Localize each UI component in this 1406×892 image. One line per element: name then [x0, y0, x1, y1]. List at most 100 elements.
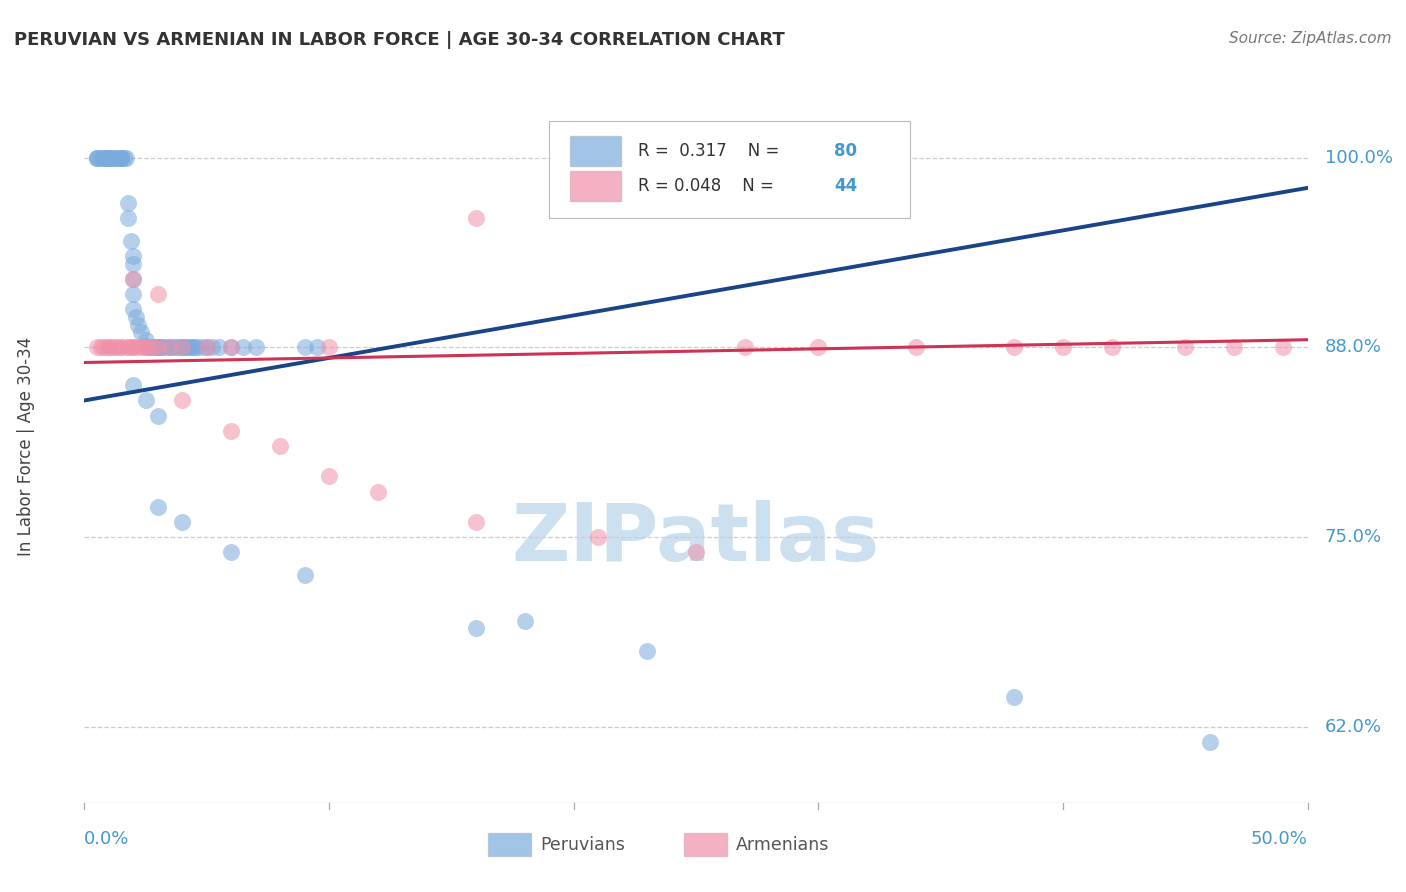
Point [181, 340, 204, 354]
Point [115, 151, 138, 165]
Point [103, 151, 125, 165]
Point [172, 340, 194, 354]
Point [294, 568, 316, 582]
Point [129, 340, 152, 354]
Point [183, 340, 205, 354]
Point [159, 340, 181, 354]
Point [636, 644, 658, 658]
Point [807, 340, 830, 354]
Point [146, 500, 169, 514]
Point [127, 340, 149, 354]
Point [153, 340, 176, 354]
Point [122, 378, 145, 392]
Point [122, 287, 145, 301]
Text: R =  0.317    N =: R = 0.317 N = [638, 142, 785, 160]
Bar [488, 833, 531, 856]
Point [93, 151, 115, 165]
Point [139, 340, 162, 354]
Point [97, 151, 120, 165]
Point [1272, 340, 1295, 354]
Point [97, 151, 120, 165]
Point [219, 424, 242, 438]
Point [219, 545, 242, 559]
Point [97, 151, 120, 165]
Point [734, 340, 756, 354]
Point [172, 515, 194, 529]
Bar [569, 136, 621, 166]
Text: R = 0.048    N =: R = 0.048 N = [638, 178, 779, 195]
Text: 44: 44 [834, 178, 858, 195]
Point [127, 318, 149, 332]
Point [318, 469, 340, 483]
Point [105, 340, 128, 354]
Point [122, 340, 145, 354]
Point [135, 340, 157, 354]
Point [172, 340, 194, 354]
Point [1002, 340, 1025, 354]
Point [191, 340, 214, 354]
Text: Armenians: Armenians [737, 836, 830, 854]
Point [96, 151, 118, 165]
Point [159, 340, 181, 354]
Point [97, 340, 120, 354]
Point [195, 340, 218, 354]
Point [269, 439, 291, 453]
Point [464, 621, 486, 635]
Text: Peruvians: Peruvians [541, 836, 626, 854]
Point [186, 340, 208, 354]
Text: PERUVIAN VS ARMENIAN IN LABOR FORCE | AGE 30-34 CORRELATION CHART: PERUVIAN VS ARMENIAN IN LABOR FORCE | AG… [14, 31, 785, 49]
Point [103, 151, 125, 165]
Point [195, 340, 218, 354]
Point [96, 151, 118, 165]
Point [305, 340, 328, 354]
Point [86, 151, 108, 165]
Text: Source: ZipAtlas.com: Source: ZipAtlas.com [1229, 31, 1392, 46]
Point [110, 340, 132, 354]
Point [219, 340, 242, 354]
Point [122, 249, 145, 263]
Point [245, 340, 267, 354]
Point [142, 340, 165, 354]
Text: 80: 80 [834, 142, 858, 160]
Point [97, 151, 120, 165]
Point [179, 340, 201, 354]
Point [110, 151, 132, 165]
Point [163, 340, 186, 354]
Point [107, 151, 129, 165]
Point [136, 340, 159, 354]
Point [122, 272, 145, 286]
Point [142, 340, 165, 354]
Point [110, 151, 132, 165]
Text: 50.0%: 50.0% [1251, 830, 1308, 848]
Point [166, 340, 188, 354]
Point [97, 151, 120, 165]
Point [105, 151, 128, 165]
Point [173, 340, 195, 354]
Point [86, 151, 108, 165]
Point [120, 234, 142, 248]
Point [122, 257, 145, 271]
Point [146, 340, 169, 354]
Point [1198, 735, 1220, 749]
Point [129, 325, 152, 339]
Point [135, 393, 157, 408]
Point [146, 340, 169, 354]
Point [146, 340, 169, 354]
Point [97, 340, 120, 354]
Point [1002, 690, 1025, 704]
Point [318, 340, 340, 354]
Point [159, 340, 181, 354]
Point [464, 211, 486, 226]
Point [685, 545, 707, 559]
Point [1223, 340, 1246, 354]
Point [219, 340, 242, 354]
Point [146, 340, 169, 354]
Point [176, 340, 198, 354]
Point [1174, 340, 1197, 354]
Point [117, 340, 139, 354]
Text: In Labor Force | Age 30-34: In Labor Force | Age 30-34 [17, 336, 35, 556]
Point [135, 340, 157, 354]
Point [112, 151, 135, 165]
Point [117, 340, 139, 354]
Point [149, 340, 172, 354]
